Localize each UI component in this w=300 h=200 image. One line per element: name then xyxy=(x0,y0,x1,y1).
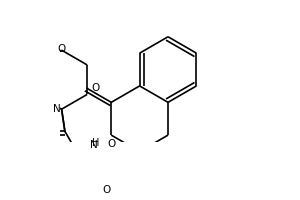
Text: H: H xyxy=(92,138,99,148)
Text: O: O xyxy=(103,185,111,195)
Text: O: O xyxy=(58,44,66,54)
Text: O: O xyxy=(107,139,116,149)
Text: N: N xyxy=(53,104,61,114)
Text: N: N xyxy=(90,140,98,150)
Text: O: O xyxy=(91,83,99,93)
